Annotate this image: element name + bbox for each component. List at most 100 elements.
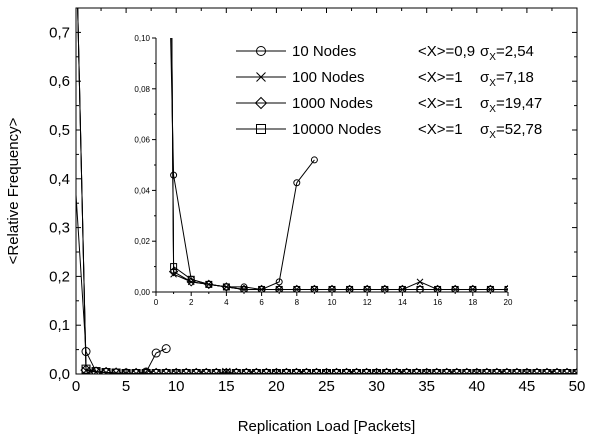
x-tick-label: 45 [519, 378, 536, 395]
series-10000-nodes [77, 8, 577, 374]
series-line [77, 8, 577, 374]
inset-series-line [171, 38, 508, 290]
x-tick-label: 25 [318, 378, 335, 395]
inset-data-point [170, 171, 178, 179]
inset-x-tick-label: 0 [154, 298, 159, 307]
data-point [382, 369, 392, 374]
data-point [81, 364, 91, 374]
data-point [502, 369, 512, 374]
legend-mean: <X>=0,9 [418, 43, 475, 60]
data-point [271, 369, 281, 374]
inset-x-tick-label: 18 [468, 298, 477, 307]
data-point [211, 369, 221, 374]
inset-y-tick-label: 0,10 [134, 34, 150, 43]
data-point [571, 367, 577, 374]
legend-series-name: 100 Nodes [292, 69, 365, 86]
inset-data-point [416, 285, 424, 292]
data-point [431, 367, 443, 374]
data-point [160, 367, 172, 374]
data-point [261, 369, 271, 374]
data-point [151, 369, 161, 374]
legend-series-name: 10000 Nodes [292, 121, 381, 138]
y-tick-label: 0,3 [49, 220, 70, 237]
x-tick-label: 40 [468, 378, 485, 395]
data-point [471, 367, 483, 374]
inset-data-point [363, 285, 371, 292]
data-point [350, 367, 363, 374]
data-point [170, 367, 182, 374]
data-point [150, 367, 162, 374]
legend: 10 Nodes <X>=0,9 σX=2,54 100 Nodes <X>=1 σX=7… [236, 43, 542, 141]
data-point [121, 369, 131, 374]
inset-data-point [398, 285, 406, 292]
legend-series-name: 10 Nodes [292, 43, 356, 60]
legend-marker [256, 46, 266, 56]
inset-series-group [168, 38, 508, 292]
y-tick-label: 0,1 [49, 317, 70, 334]
data-point [231, 369, 241, 374]
main-plot-area: 0 5 10 15 20 25 30 35 40 45 500,00,10,20,30,40,50,… [49, 7, 585, 395]
data-point [320, 367, 333, 374]
data-point [230, 367, 243, 374]
data-point [352, 369, 362, 374]
y-tick-label: 0,7 [49, 24, 70, 41]
data-point [572, 369, 577, 374]
main-series-group [76, 8, 577, 374]
data-point [110, 367, 122, 374]
inset-data-point [168, 266, 179, 277]
inset-x-tick-label: 20 [504, 298, 513, 307]
data-point [322, 369, 331, 374]
data-point [342, 369, 352, 374]
data-point [400, 367, 413, 374]
legend-marker [256, 124, 266, 134]
legend-entry: 10 Nodes <X>=0,9 σX=2,54 [236, 43, 534, 63]
data-point [340, 367, 353, 374]
data-point [180, 367, 192, 374]
data-point [111, 368, 121, 374]
data-point [332, 369, 342, 374]
y-tick-label: 0,4 [49, 171, 70, 188]
inset-data-point [205, 280, 213, 288]
data-point [281, 369, 291, 374]
data-point [511, 367, 523, 374]
inset-data-point [275, 285, 283, 292]
legend-marker [254, 96, 268, 110]
data-point [141, 369, 151, 374]
inset-plot-area: 0 2 4 6 8 10 12 14 16 18 20 0,00 0,02 0,04 0,06 0,08 0,1… [134, 34, 513, 307]
legend-sigma: σX=52,78 [480, 121, 542, 141]
inset-data-point [293, 179, 301, 187]
data-point [251, 369, 261, 374]
legend-series-name: 1000 Nodes [292, 95, 373, 112]
inset-series-line [170, 38, 315, 290]
x-tick-label: 10 [168, 378, 185, 395]
data-point [300, 367, 313, 374]
data-point [551, 367, 563, 374]
data-point [462, 369, 472, 374]
data-point [451, 367, 463, 374]
data-point [80, 364, 92, 374]
data-point [390, 367, 403, 374]
data-point [482, 369, 492, 374]
legend-marker [256, 72, 266, 82]
data-point [541, 367, 553, 374]
inset-data-point [310, 285, 318, 292]
data-point [492, 369, 502, 374]
legend-entry: 10000 Nodes <X>=1 σX=52,78 [236, 121, 542, 141]
inset-data-point [310, 156, 318, 164]
inset-data-point [170, 263, 178, 271]
data-point [301, 369, 311, 374]
data-point [131, 369, 141, 374]
x-axis-label: Replication Load [Packets] [238, 418, 416, 435]
legend-sigma: σX=7,18 [480, 69, 534, 89]
legend-sigma: σX=19,47 [480, 95, 542, 115]
inset-background [156, 38, 508, 292]
data-point [432, 369, 442, 374]
legend-entry: 1000 Nodes <X>=1 σX=19,47 [236, 95, 542, 115]
data-point [91, 367, 101, 374]
inset-y-tick-label: 0,08 [134, 85, 150, 94]
data-point [501, 367, 513, 374]
data-point [240, 367, 253, 374]
y-tick-label: 0,5 [49, 122, 70, 139]
data-point [210, 367, 222, 374]
inset-data-point [451, 285, 459, 292]
